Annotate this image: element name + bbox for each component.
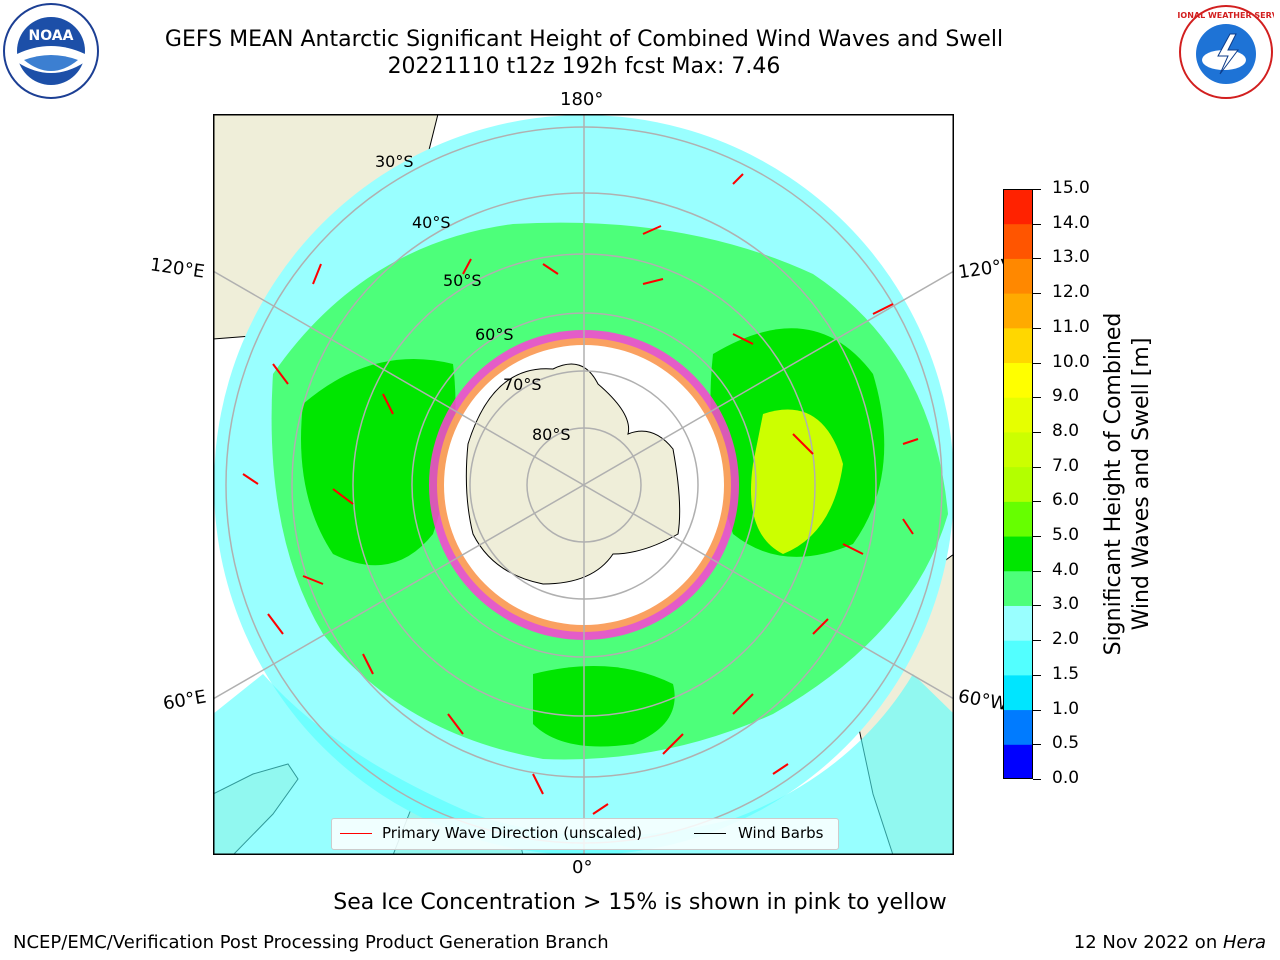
colorbar-band [1003, 674, 1033, 711]
colorbar-tick-label: 10.0 [1052, 351, 1090, 372]
colorbar-tick-mark [1033, 327, 1041, 329]
colorbar-band [1003, 189, 1033, 225]
colorbar-band [1003, 397, 1033, 433]
lon-label-60w: 60°W [956, 685, 1010, 716]
lat-label-30: 30°S [375, 152, 414, 171]
colorbar-band [1003, 431, 1033, 468]
colorbar-tick-mark [1033, 501, 1041, 503]
colorbar-tick-label: 14.0 [1052, 212, 1090, 233]
colorbar-tick-label: 5.0 [1052, 525, 1080, 546]
colorbar-tick-mark [1033, 709, 1041, 711]
colorbar-tick-label: 1.5 [1052, 663, 1080, 684]
colorbar-band [1003, 223, 1033, 259]
colorbar-band [1003, 605, 1033, 641]
colorbar-tick-label: 0.5 [1052, 733, 1080, 754]
wave-legend-swatch [340, 833, 372, 834]
colorbar-tick-label: 7.0 [1052, 455, 1080, 476]
noaa-logo: NOAA [3, 3, 99, 99]
chart-title: GEFS MEAN Antarctic Significant Height o… [164, 27, 1004, 52]
sea-ice-note: Sea Ice Concentration > 15% is shown in … [333, 890, 947, 915]
colorbar-band [1003, 640, 1033, 676]
colorbar-frame [1003, 189, 1033, 779]
colorbar-band [1003, 258, 1033, 294]
polar-map[interactable]: 30°S 40°S 50°S 60°S 70°S 80°S [213, 114, 954, 855]
colorbar-band [1003, 570, 1033, 606]
colorbar-tick-mark [1033, 397, 1041, 399]
colorbar [1003, 189, 1033, 780]
chart-subtitle: 20221110 t12z 192h fcst Max: 7.46 [387, 54, 781, 79]
colorbar-tick-mark [1033, 362, 1041, 364]
colorbar-tick-label: 4.0 [1052, 559, 1080, 580]
colorbar-tick-mark [1033, 640, 1041, 642]
colorbar-label: Significant Height of Combined Wind Wave… [1101, 312, 1154, 656]
nws-logo: NATIONAL WEATHER SERVICE [1178, 5, 1274, 99]
colorbar-tick-mark [1033, 258, 1041, 260]
lon-label-180: 180° [560, 89, 604, 110]
legend: Primary Wave Direction (unscaled) Wind B… [331, 818, 839, 850]
colorbar-tick-mark [1033, 570, 1041, 572]
colorbar-tick-label: 3.0 [1052, 594, 1080, 615]
colorbar-band [1003, 327, 1033, 364]
lat-label-60: 60°S [475, 325, 514, 344]
colorbar-band [1003, 362, 1033, 398]
lon-label-120e: 120°E [148, 254, 206, 283]
colorbar-band [1003, 744, 1033, 780]
colorbar-band [1003, 536, 1033, 572]
wave-arrows [242, 173, 919, 815]
colorbar-tick-mark [1033, 744, 1041, 746]
wave-band-4m-south [533, 666, 675, 747]
lon-label-60e: 60°E [161, 686, 208, 715]
colorbar-tick-label: 1.0 [1052, 698, 1080, 719]
colorbar-tick-label: 0.0 [1052, 768, 1080, 788]
antarctica-land [465, 363, 681, 585]
colorbar-tick-mark [1033, 223, 1041, 225]
map-frame [213, 114, 954, 855]
barb-legend-label: Wind Barbs [738, 824, 824, 842]
colorbar-tick-mark [1033, 605, 1041, 607]
lon-label-0: 0° [572, 857, 593, 878]
colorbar-tick-label: 8.0 [1052, 420, 1080, 441]
colorbar-band [1003, 293, 1033, 329]
svg-text:NOAA: NOAA [29, 28, 74, 44]
colorbar-tick-mark [1033, 779, 1041, 780]
colorbar-tick-label: 13.0 [1052, 247, 1090, 268]
wave-legend-label: Primary Wave Direction (unscaled) [382, 824, 643, 842]
barb-legend-swatch [694, 833, 726, 834]
colorbar-tick-label: 12.0 [1052, 282, 1090, 303]
colorbar-band [1003, 466, 1033, 502]
colorbar-band [1003, 709, 1033, 745]
colorbar-tick-mark [1033, 674, 1041, 676]
svg-text:NATIONAL WEATHER SERVICE: NATIONAL WEATHER SERVICE [1178, 11, 1274, 20]
colorbar-tick-mark [1033, 431, 1041, 433]
footer-credit: NCEP/EMC/Verification Post Processing Pr… [13, 932, 609, 953]
lat-label-50: 50°S [443, 271, 482, 290]
footer-date: 12 Nov 2022 on Hera [1073, 932, 1266, 953]
wave-band-peak [751, 409, 843, 554]
colorbar-tick-label: 15.0 [1052, 178, 1090, 198]
lat-label-40: 40°S [412, 213, 451, 232]
colorbar-tick-mark [1033, 466, 1041, 468]
wave-band-4m [301, 359, 456, 566]
colorbar-tick-label: 2.0 [1052, 629, 1080, 650]
lat-label-70: 70°S [503, 375, 542, 394]
lat-label-80: 80°S [532, 425, 571, 444]
colorbar-tick-label: 6.0 [1052, 490, 1080, 511]
colorbar-tick-label: 11.0 [1052, 316, 1090, 337]
colorbar-tick-mark [1033, 189, 1041, 190]
colorbar-band [1003, 501, 1033, 537]
colorbar-tick-mark [1033, 293, 1041, 295]
cyan-band [213, 674, 954, 855]
colorbar-tick-mark [1033, 536, 1041, 538]
colorbar-tick-label: 9.0 [1052, 386, 1080, 407]
